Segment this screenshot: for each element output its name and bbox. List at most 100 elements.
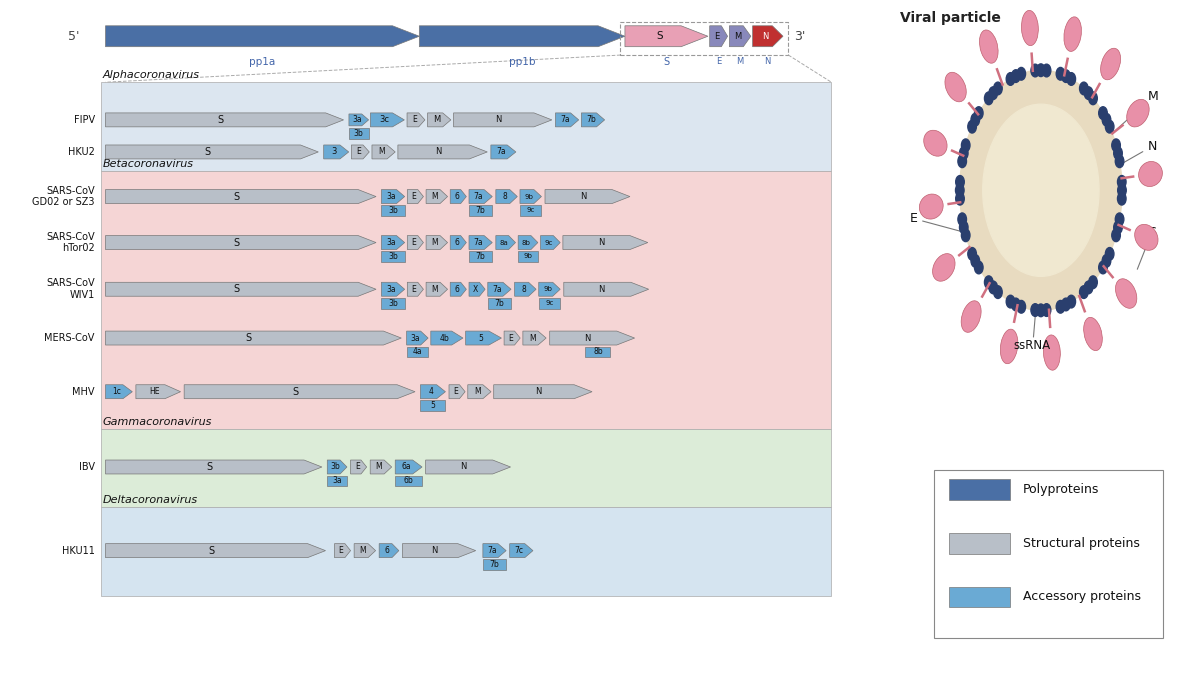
Circle shape <box>1117 176 1126 188</box>
Circle shape <box>1080 82 1088 95</box>
Circle shape <box>1085 87 1093 100</box>
Circle shape <box>971 254 979 267</box>
Text: 7b: 7b <box>490 560 499 569</box>
Text: S: S <box>206 462 212 472</box>
Polygon shape <box>427 113 451 127</box>
Polygon shape <box>372 145 395 159</box>
Text: 6: 6 <box>455 192 460 201</box>
Text: E: E <box>454 388 458 396</box>
Circle shape <box>960 147 968 160</box>
Polygon shape <box>539 282 560 296</box>
Text: M: M <box>529 334 535 342</box>
Circle shape <box>968 247 977 260</box>
Text: N: N <box>434 148 442 156</box>
Polygon shape <box>407 236 424 250</box>
Text: 7b: 7b <box>586 116 596 124</box>
Text: SARS-CoV: SARS-CoV <box>46 185 95 196</box>
Circle shape <box>1099 107 1108 119</box>
Text: 6a: 6a <box>402 463 412 471</box>
Text: 5: 5 <box>431 401 436 410</box>
Polygon shape <box>350 460 367 474</box>
Circle shape <box>955 184 964 197</box>
Bar <box>586 346 611 358</box>
Text: 3b: 3b <box>388 206 398 215</box>
Bar <box>101 82 832 171</box>
Polygon shape <box>515 282 536 296</box>
Text: HKU11: HKU11 <box>62 546 95 556</box>
Text: 9b: 9b <box>523 254 533 259</box>
Text: MHV: MHV <box>72 387 95 397</box>
Text: N: N <box>764 57 770 66</box>
Text: Alphacoronavirus: Alphacoronavirus <box>103 70 200 80</box>
Text: M: M <box>376 463 383 471</box>
Circle shape <box>974 261 983 274</box>
Polygon shape <box>106 236 376 250</box>
Text: 6b: 6b <box>403 477 414 485</box>
Circle shape <box>1085 281 1093 293</box>
Text: S: S <box>233 284 239 294</box>
Bar <box>407 346 428 358</box>
Circle shape <box>989 281 997 293</box>
Bar <box>620 22 788 55</box>
Circle shape <box>1115 155 1124 167</box>
Circle shape <box>1037 304 1045 316</box>
Polygon shape <box>335 544 350 558</box>
Text: S: S <box>292 387 298 397</box>
Ellipse shape <box>1127 100 1150 127</box>
Text: S: S <box>233 238 239 247</box>
Text: 9c: 9c <box>527 208 535 213</box>
Text: 7a: 7a <box>492 285 502 293</box>
Ellipse shape <box>1116 279 1136 308</box>
Bar <box>395 475 422 487</box>
Polygon shape <box>407 331 428 345</box>
Text: Betacoronavirus: Betacoronavirus <box>103 159 194 169</box>
Bar <box>487 298 511 309</box>
Circle shape <box>1111 229 1121 242</box>
Text: M: M <box>737 57 744 66</box>
Text: IBV: IBV <box>79 462 95 472</box>
Polygon shape <box>426 236 448 250</box>
Polygon shape <box>382 190 404 204</box>
Circle shape <box>960 70 1122 310</box>
Text: 9c: 9c <box>545 300 553 306</box>
Circle shape <box>984 276 994 289</box>
Bar <box>934 470 1163 638</box>
Text: N: N <box>461 463 467 471</box>
Text: S: S <box>233 192 239 201</box>
Text: 8b: 8b <box>593 348 602 356</box>
Text: Deltacoronavirus: Deltacoronavirus <box>103 496 198 505</box>
Bar <box>949 533 1010 553</box>
Circle shape <box>1016 68 1026 80</box>
Text: 7a: 7a <box>474 238 484 247</box>
Text: GD02 or SZ3: GD02 or SZ3 <box>32 197 95 208</box>
Polygon shape <box>426 282 448 296</box>
Text: E: E <box>910 212 982 237</box>
Polygon shape <box>469 190 492 204</box>
Text: 7b: 7b <box>475 252 486 261</box>
Ellipse shape <box>1001 329 1018 364</box>
Text: 6: 6 <box>455 238 460 247</box>
Text: Polyproteins: Polyproteins <box>1022 483 1099 496</box>
Circle shape <box>1043 64 1051 77</box>
Polygon shape <box>371 460 391 474</box>
Polygon shape <box>382 236 404 250</box>
Text: M: M <box>1104 90 1159 141</box>
Text: E: E <box>412 238 416 247</box>
Text: E: E <box>355 463 360 471</box>
Ellipse shape <box>979 30 998 63</box>
Circle shape <box>994 82 1002 95</box>
Text: 8: 8 <box>521 285 526 293</box>
Bar <box>101 171 832 429</box>
Bar <box>949 587 1010 607</box>
Text: FIPV: FIPV <box>73 115 95 125</box>
Text: 9b: 9b <box>544 286 552 292</box>
Polygon shape <box>510 544 533 558</box>
Bar <box>482 559 506 570</box>
Polygon shape <box>496 236 516 250</box>
Circle shape <box>1114 147 1122 160</box>
Polygon shape <box>563 236 648 250</box>
Polygon shape <box>398 145 487 159</box>
Text: pp1b: pp1b <box>509 57 535 67</box>
Text: N: N <box>1062 139 1157 198</box>
Circle shape <box>1062 70 1070 82</box>
